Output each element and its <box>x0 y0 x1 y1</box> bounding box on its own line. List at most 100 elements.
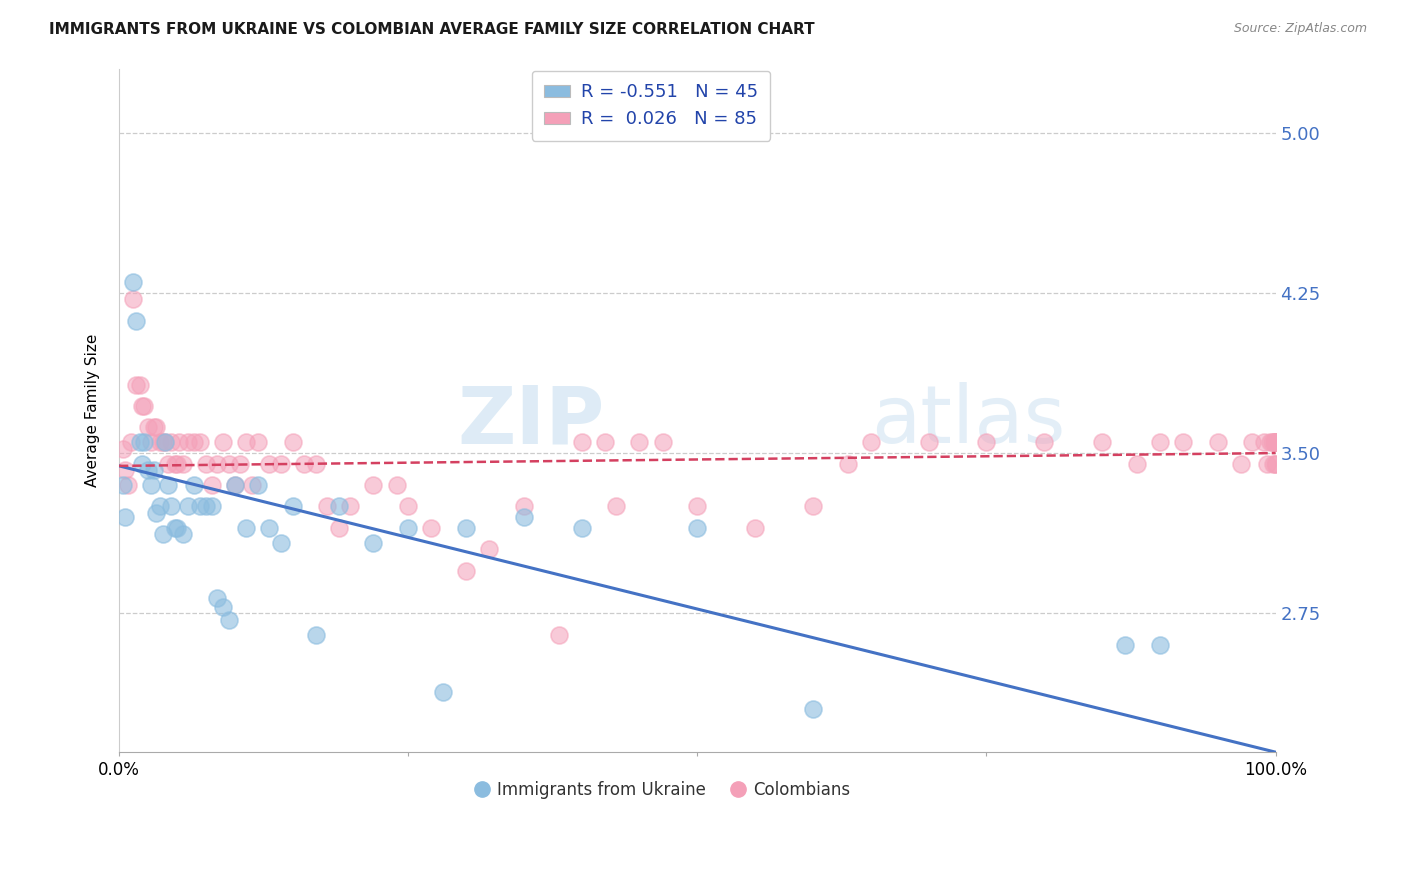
Point <box>1263 435 1285 450</box>
Point <box>229 457 252 471</box>
Point <box>122 275 145 289</box>
Point <box>224 478 246 492</box>
Point <box>339 500 361 514</box>
Point <box>305 627 328 641</box>
Point <box>152 435 174 450</box>
Point <box>547 627 569 641</box>
Point <box>136 420 159 434</box>
Point <box>128 435 150 450</box>
Point <box>628 435 651 450</box>
Point <box>1264 435 1286 450</box>
Point <box>478 542 501 557</box>
Point <box>156 457 179 471</box>
Point <box>605 500 627 514</box>
Text: Source: ZipAtlas.com: Source: ZipAtlas.com <box>1233 22 1367 36</box>
Point <box>1258 435 1281 450</box>
Point <box>1264 435 1286 450</box>
Point <box>246 478 269 492</box>
Point <box>1264 435 1286 450</box>
Point <box>396 500 419 514</box>
Point <box>1230 457 1253 471</box>
Point <box>385 478 408 492</box>
Point <box>1114 638 1136 652</box>
Point <box>177 435 200 450</box>
Point <box>363 478 385 492</box>
Point <box>235 521 257 535</box>
Point <box>281 435 304 450</box>
Point <box>859 435 882 450</box>
Point <box>801 702 824 716</box>
Point <box>142 463 165 477</box>
Point <box>513 500 536 514</box>
Point <box>454 521 477 535</box>
Text: atlas: atlas <box>870 382 1066 460</box>
Point <box>1033 435 1056 450</box>
Point <box>125 313 148 327</box>
Point <box>188 500 211 514</box>
Point <box>328 500 350 514</box>
Legend: Immigrants from Ukraine, Colombians: Immigrants from Ukraine, Colombians <box>468 774 856 805</box>
Point <box>224 478 246 492</box>
Point <box>148 435 170 450</box>
Point <box>166 521 188 535</box>
Point <box>136 463 159 477</box>
Point <box>454 564 477 578</box>
Point <box>120 435 142 450</box>
Point <box>917 435 939 450</box>
Point <box>155 435 177 450</box>
Point <box>141 435 163 450</box>
Point <box>363 536 385 550</box>
Text: ZIP: ZIP <box>457 382 605 460</box>
Point <box>172 527 194 541</box>
Point <box>131 399 153 413</box>
Point <box>1091 435 1114 450</box>
Point <box>235 435 257 450</box>
Point <box>1263 457 1285 471</box>
Point <box>281 500 304 514</box>
Point <box>246 435 269 450</box>
Point <box>141 478 163 492</box>
Point <box>1126 457 1149 471</box>
Point <box>1253 435 1275 450</box>
Point <box>1264 457 1286 471</box>
Point <box>152 527 174 541</box>
Point <box>134 435 156 450</box>
Point <box>148 500 170 514</box>
Point <box>686 500 709 514</box>
Point <box>396 521 419 535</box>
Point <box>114 510 136 524</box>
Point <box>837 457 859 471</box>
Point <box>145 506 167 520</box>
Point <box>240 478 263 492</box>
Point <box>163 457 186 471</box>
Point <box>571 435 593 450</box>
Point <box>1256 457 1278 471</box>
Point <box>259 521 281 535</box>
Point <box>1149 638 1171 652</box>
Point <box>142 420 165 434</box>
Point <box>593 435 616 450</box>
Point <box>167 435 190 450</box>
Point <box>513 510 536 524</box>
Point <box>432 685 454 699</box>
Point <box>218 613 240 627</box>
Point <box>111 442 134 456</box>
Point <box>1264 435 1286 450</box>
Point <box>160 500 183 514</box>
Text: IMMIGRANTS FROM UKRAINE VS COLOMBIAN AVERAGE FAMILY SIZE CORRELATION CHART: IMMIGRANTS FROM UKRAINE VS COLOMBIAN AVE… <box>49 22 815 37</box>
Point <box>1261 435 1284 450</box>
Point <box>328 521 350 535</box>
Point <box>117 478 139 492</box>
Point <box>131 457 153 471</box>
Point <box>212 599 235 614</box>
Y-axis label: Average Family Size: Average Family Size <box>86 334 100 487</box>
Point <box>200 478 222 492</box>
Point <box>1241 435 1264 450</box>
Point <box>1264 457 1286 471</box>
Point <box>163 521 186 535</box>
Point <box>200 500 222 514</box>
Point <box>155 435 177 450</box>
Point <box>183 435 205 450</box>
Point <box>114 463 136 477</box>
Point <box>1206 435 1229 450</box>
